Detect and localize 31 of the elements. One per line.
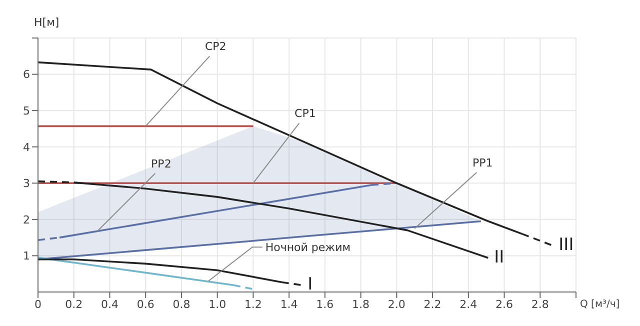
series-label: III <box>558 235 574 256</box>
x-tick-label: 0.8 <box>172 298 190 311</box>
annotation: Ночной режим <box>265 241 351 254</box>
x-axis-title: Q [м³/ч] <box>580 299 620 310</box>
x-tick-label: 2.2 <box>424 298 442 311</box>
annotation: CP1 <box>294 107 316 120</box>
y-tick-label: 1 <box>23 250 30 263</box>
x-tick-label: 1.6 <box>316 298 334 311</box>
annotation: PP2 <box>151 157 172 170</box>
y-tick-label: 2 <box>23 213 30 226</box>
series-label: II <box>494 248 504 268</box>
annotation: CP2 <box>204 40 226 54</box>
y-axis-title: H[м] <box>34 16 60 29</box>
series-label: I <box>308 274 313 295</box>
x-tick-label: 1.2 <box>244 298 262 311</box>
x-tick-label: 0.2 <box>65 298 83 311</box>
x-tick-label: 0.6 <box>136 298 154 311</box>
y-tick-label: 5 <box>23 104 30 118</box>
x-tick-label: 0.4 <box>100 298 118 311</box>
x-tick-label: 2.4 <box>460 298 478 311</box>
x-tick-label: 1.4 <box>280 298 298 311</box>
annotation: PP1 <box>472 156 493 170</box>
x-tick-label: 0 <box>34 298 42 311</box>
x-tick-label: 1.0 <box>208 298 226 311</box>
x-tick-label: 2.0 <box>388 298 406 311</box>
y-tick-label: 3 <box>23 177 30 190</box>
y-tick-label: 6 <box>23 68 30 82</box>
x-tick-label: 1.8 <box>352 298 370 311</box>
x-tick-label: 2.6 <box>496 298 514 311</box>
y-tick-label: 4 <box>23 140 30 154</box>
x-tick-label: 2.8 <box>531 298 549 311</box>
